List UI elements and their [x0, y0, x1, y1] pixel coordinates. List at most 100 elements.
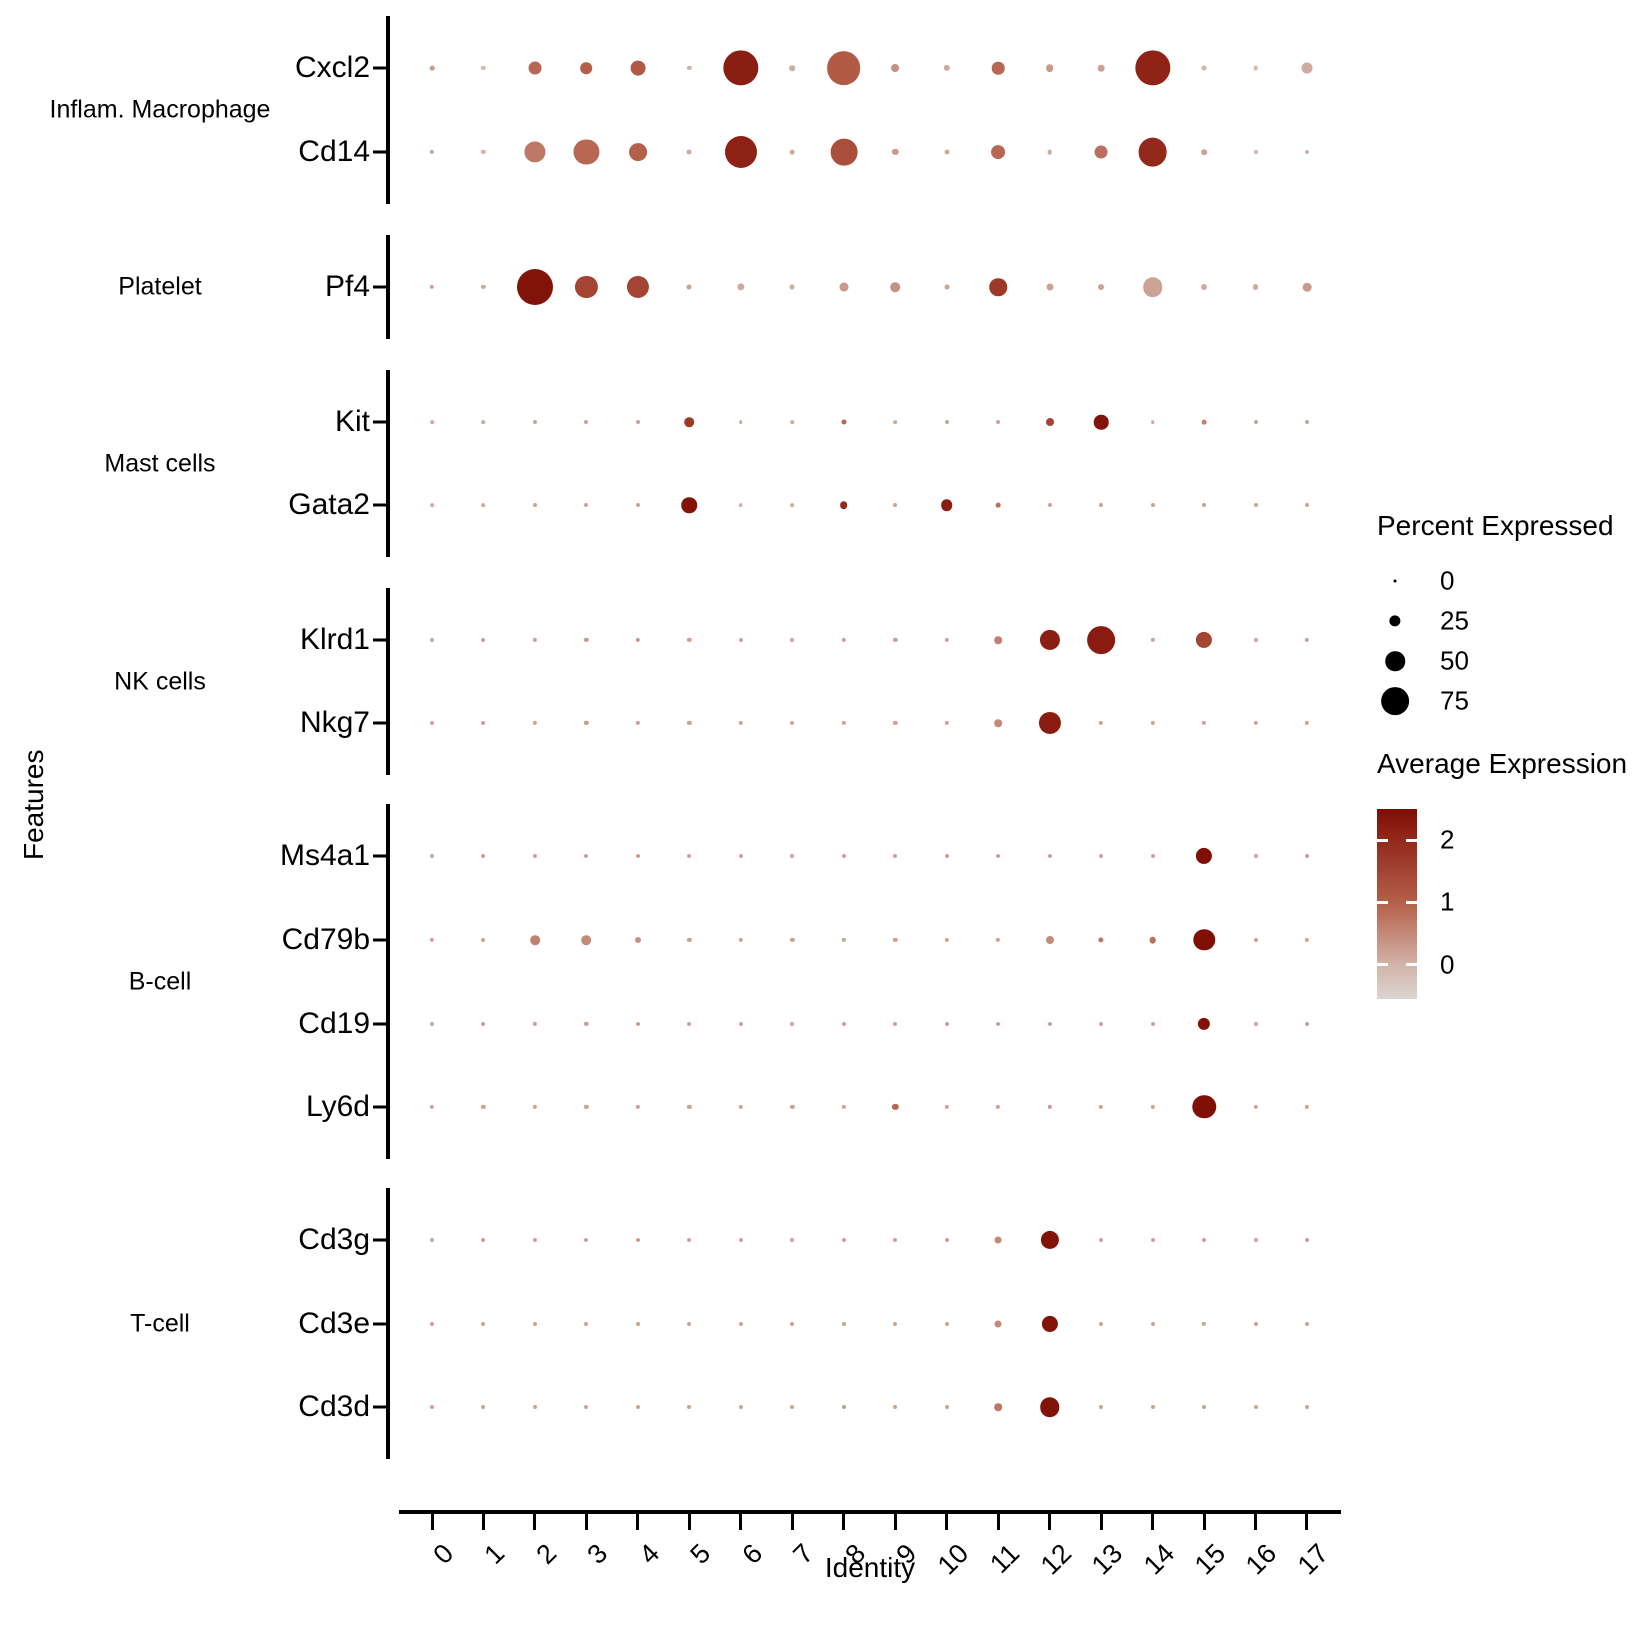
dot — [429, 65, 435, 71]
x-tick — [481, 1514, 485, 1530]
dot — [1201, 284, 1208, 290]
dot — [481, 1405, 486, 1409]
dot — [893, 1022, 898, 1026]
x-tick-label: 11 — [984, 1538, 1026, 1580]
dot — [1201, 1321, 1207, 1327]
x-tick-label: 5 — [684, 1538, 717, 1570]
dot — [893, 1238, 898, 1242]
dot — [430, 721, 434, 725]
dot — [686, 284, 692, 290]
dot — [430, 638, 434, 642]
dot — [1045, 64, 1054, 72]
x-tick — [430, 1514, 434, 1530]
dot — [841, 1022, 846, 1026]
dot — [1192, 1095, 1216, 1119]
x-tick-label: 14 — [1137, 1538, 1180, 1581]
dot — [943, 64, 950, 72]
dot — [687, 65, 692, 71]
dot — [893, 1322, 898, 1326]
dot — [789, 284, 795, 290]
dot — [996, 854, 1001, 858]
dot — [1098, 720, 1104, 726]
group-label: T-cell — [130, 1309, 190, 1337]
size-legend-dot — [1381, 687, 1409, 715]
dot — [738, 1322, 743, 1326]
dot — [940, 499, 953, 511]
dot — [996, 1104, 1001, 1110]
size-legend-label: 50 — [1440, 645, 1469, 676]
dot — [738, 1238, 743, 1242]
x-axis-line — [399, 1510, 1341, 1514]
dot — [532, 420, 537, 424]
gene-label: Klrd1 — [299, 623, 370, 656]
dot — [1150, 720, 1155, 726]
dot — [996, 937, 1001, 943]
dot — [1045, 418, 1054, 426]
y-tick — [373, 1405, 387, 1409]
dot — [1098, 284, 1105, 290]
x-tick-label: 3 — [581, 1538, 614, 1570]
dot — [687, 637, 692, 643]
dot — [1253, 65, 1258, 71]
dot — [1304, 854, 1309, 858]
dot — [430, 1322, 434, 1326]
dot — [1197, 1017, 1211, 1031]
dot — [737, 283, 745, 291]
dot — [584, 503, 589, 507]
dot — [430, 1238, 434, 1242]
dot — [1098, 937, 1104, 943]
dot — [1253, 854, 1258, 858]
colorbar — [1377, 809, 1417, 999]
dot — [1253, 1022, 1258, 1026]
dot — [1253, 1238, 1258, 1242]
dot — [944, 1405, 949, 1409]
dot — [1201, 720, 1207, 726]
dot — [1150, 854, 1155, 858]
x-tick — [945, 1514, 949, 1530]
dot — [1149, 936, 1156, 944]
dot — [1253, 938, 1258, 942]
dot — [687, 937, 692, 943]
x-tick-label: 6 — [736, 1538, 769, 1570]
dot — [573, 139, 599, 165]
dot — [944, 720, 949, 726]
dot — [724, 135, 757, 169]
dot — [1099, 1322, 1104, 1326]
gene-label: Cxcl2 — [294, 51, 370, 84]
dot — [893, 854, 898, 858]
gene-label: Gata2 — [288, 488, 370, 521]
colorbar-notch — [1377, 963, 1388, 967]
colorbar-tick-label: 0 — [1440, 949, 1455, 980]
group-label: Platelet — [118, 272, 202, 301]
dot — [1087, 626, 1115, 654]
y-tick — [373, 1322, 387, 1326]
dot — [635, 720, 641, 726]
gene-label: Cd14 — [298, 135, 370, 168]
dot — [481, 65, 486, 71]
gene-label: Kit — [334, 405, 370, 438]
dot — [532, 1238, 537, 1242]
dot — [530, 935, 540, 945]
dot — [989, 278, 1007, 296]
dot — [429, 284, 435, 290]
dot — [995, 502, 1001, 508]
dot — [1097, 64, 1105, 72]
dot — [1099, 1238, 1104, 1242]
dot — [1202, 503, 1207, 507]
x-tick — [1305, 1514, 1309, 1530]
dot — [687, 854, 692, 858]
dot — [429, 149, 435, 155]
dot — [481, 420, 486, 424]
dot — [1304, 1022, 1309, 1026]
gene-label: Nkg7 — [299, 706, 370, 739]
dot — [1047, 854, 1052, 858]
dot — [1195, 631, 1213, 649]
dot — [1302, 282, 1312, 292]
dot — [839, 282, 849, 292]
dot — [1039, 629, 1060, 651]
dot — [1099, 1022, 1104, 1026]
colorbar-tick-label: 1 — [1440, 886, 1455, 917]
dot — [790, 638, 795, 642]
dot — [516, 269, 553, 305]
dot — [584, 720, 589, 726]
